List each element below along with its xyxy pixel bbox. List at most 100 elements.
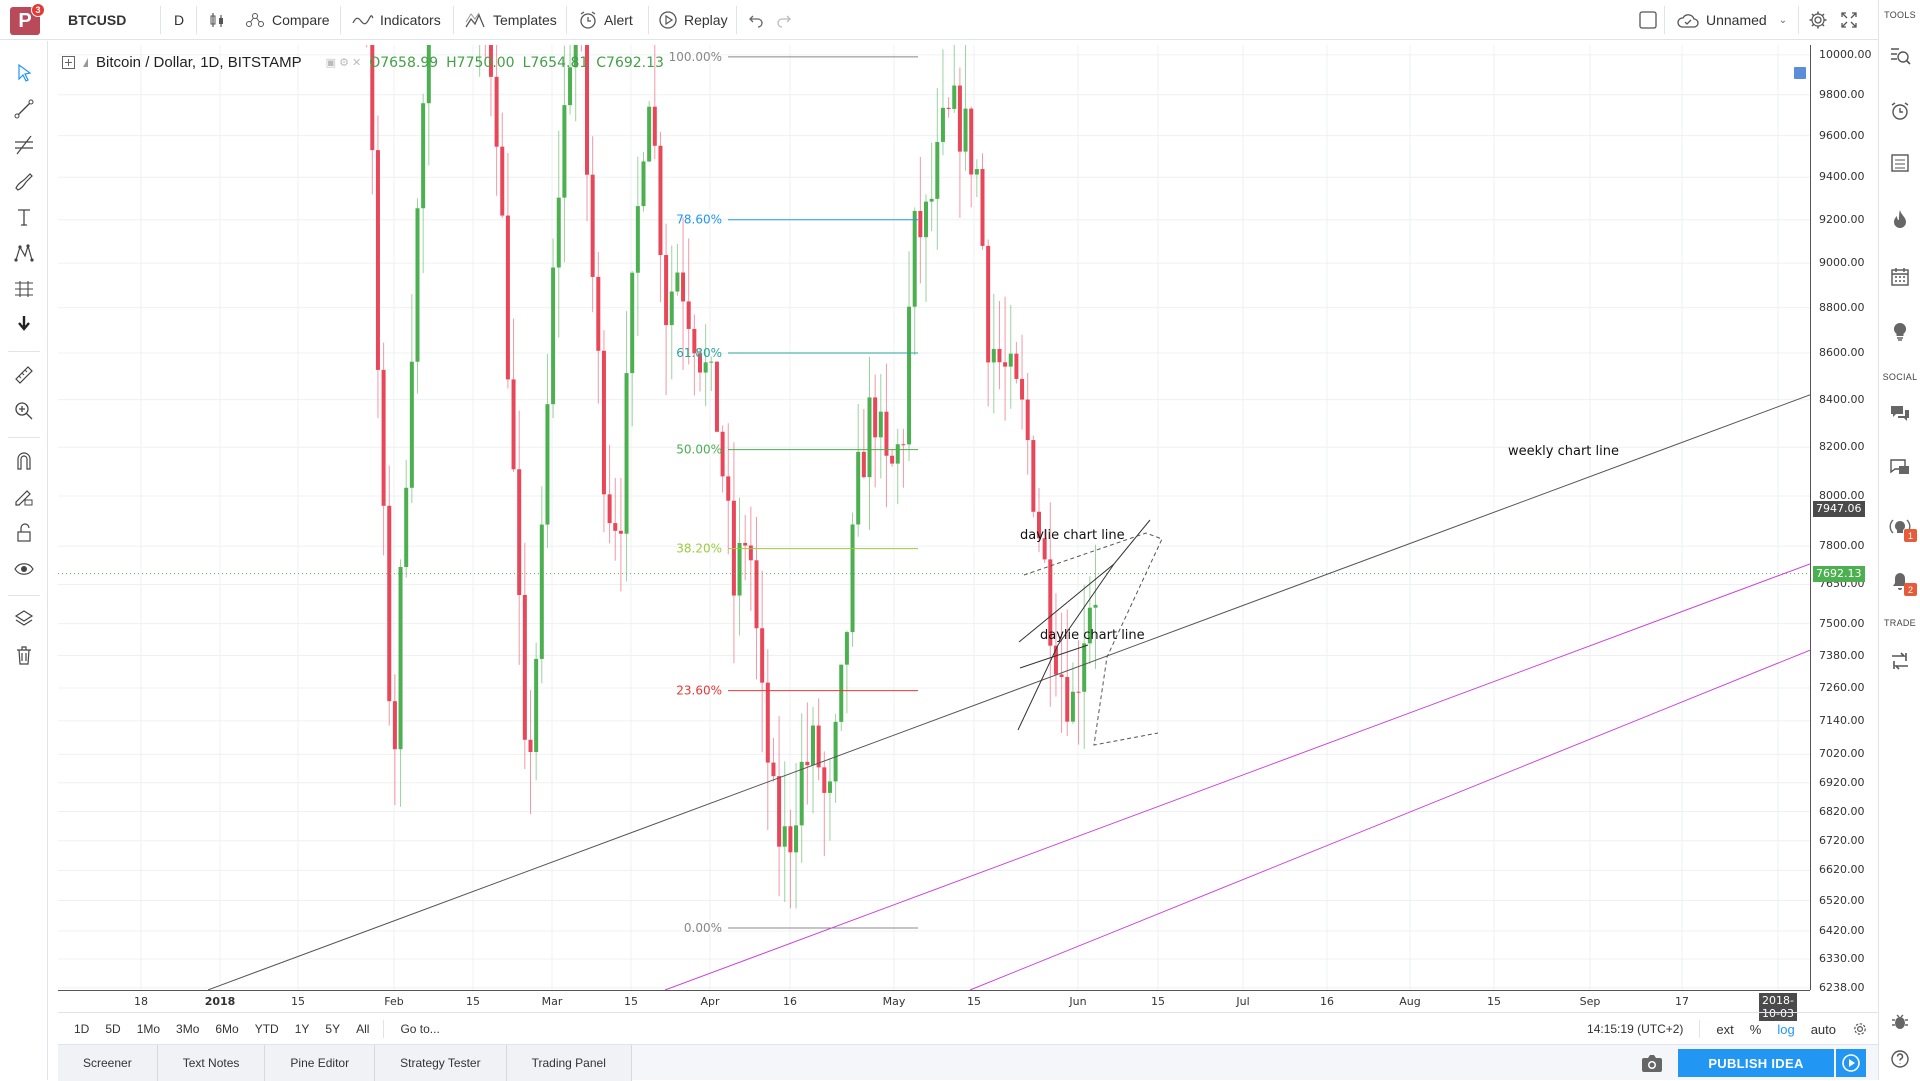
notifications-button[interactable]: 2 xyxy=(1887,568,1917,596)
candle-body xyxy=(534,658,539,752)
prediction-tool[interactable] xyxy=(10,275,38,303)
fullscreen-button[interactable] xyxy=(1840,0,1858,40)
crosshair-price-label: 7947.06 xyxy=(1813,501,1865,518)
brush-tool[interactable] xyxy=(10,167,38,195)
tab-text-notes[interactable]: Text Notes xyxy=(157,1044,266,1081)
candle-body xyxy=(890,455,895,464)
range-1y[interactable]: 1Y xyxy=(294,1021,310,1036)
settings-button[interactable] xyxy=(1808,0,1828,40)
compare-button[interactable]: Compare xyxy=(244,0,330,40)
interval-button[interactable]: D xyxy=(174,0,184,40)
publish-idea-button[interactable]: PUBLISH IDEA xyxy=(1678,1049,1834,1077)
lock-drawings-tool[interactable] xyxy=(10,519,38,547)
range-5y[interactable]: 5Y xyxy=(325,1021,341,1036)
trading-panel-button[interactable] xyxy=(1887,648,1913,674)
stay-drawing-tool[interactable] xyxy=(10,483,38,511)
private-chats-button[interactable] xyxy=(1887,454,1913,480)
clock-display[interactable]: 14:15:19 (UTC+2) xyxy=(1587,1022,1684,1036)
candle-body xyxy=(726,476,731,501)
price-chart[interactable]: 100.00% 78.60% 61.80% 50.00% 38.20% 23.60% 0.0… xyxy=(58,45,1810,990)
replay-button[interactable]: Replay xyxy=(658,0,728,40)
ideas-stream-button[interactable] xyxy=(1887,318,1913,344)
templates-button[interactable]: Templates xyxy=(465,0,557,40)
fullscreen-layout-button[interactable] xyxy=(1638,0,1658,40)
candle-body xyxy=(511,379,516,470)
remove-drawings-tool[interactable] xyxy=(10,641,38,669)
candle xyxy=(658,131,663,303)
candle-body xyxy=(799,761,804,826)
tab-strategy-tester[interactable]: Strategy Tester xyxy=(375,1044,507,1081)
indicators-button[interactable]: Indicators xyxy=(352,0,441,40)
range-5d[interactable]: 5D xyxy=(105,1021,121,1036)
legend-eye-icon[interactable]: ▣ ⚙ ✕ xyxy=(325,57,362,69)
text-tool[interactable] xyxy=(10,203,38,231)
cursor-tool[interactable] xyxy=(10,59,38,87)
hotlist-button[interactable] xyxy=(1887,206,1913,232)
tab-pine-editor[interactable]: Pine Editor xyxy=(265,1044,376,1081)
ideas-notifications-button[interactable]: 1 xyxy=(1887,514,1917,542)
candle xyxy=(596,251,601,404)
profile-logo[interactable]: P 3 xyxy=(10,3,45,35)
candle xyxy=(731,442,736,664)
candle xyxy=(748,506,753,611)
extended-hours-toggle[interactable]: ext xyxy=(1716,1021,1734,1037)
magnet-tool[interactable] xyxy=(10,447,38,475)
candle-body xyxy=(856,451,861,525)
range-ytd[interactable]: YTD xyxy=(254,1021,279,1036)
goto-button[interactable]: Go to... xyxy=(400,1021,440,1036)
time-axis[interactable]: 18 2018 15 Feb 15 Mar 15 Apr 16 May 15 Jun 15 Jul 16 Au… xyxy=(58,990,1810,1021)
save-layout-button[interactable]: Unnamed ⌄ xyxy=(1676,0,1787,40)
measure-tool[interactable] xyxy=(10,361,38,389)
price-tick-label: 8400.00 xyxy=(1819,392,1865,406)
redo-button[interactable] xyxy=(776,0,792,40)
publish-video-button[interactable] xyxy=(1836,1049,1866,1077)
candle xyxy=(479,45,481,77)
symbol-search[interactable]: BTCUSD xyxy=(68,12,127,28)
auto-scale-toggle[interactable]: auto xyxy=(1810,1021,1836,1037)
zoom-tool[interactable] xyxy=(10,397,38,425)
tab-screener[interactable]: Screener xyxy=(58,1044,158,1081)
bug-report-button[interactable] xyxy=(1887,1008,1913,1034)
candle xyxy=(398,559,403,807)
gear-icon[interactable] xyxy=(1852,1021,1868,1037)
range-all[interactable]: All xyxy=(356,1021,370,1036)
alert-button[interactable]: Alert xyxy=(578,0,633,40)
price-axis[interactable]: 10000.00 9800.00 9600.00 9400.00 9200.00 9000… xyxy=(1810,45,1878,994)
undo-button[interactable] xyxy=(748,0,764,40)
range-3mo[interactable]: 3Mo xyxy=(176,1021,200,1036)
candle xyxy=(844,630,849,714)
pitchfork-tool[interactable] xyxy=(10,131,38,159)
camera-icon[interactable] xyxy=(1640,1052,1664,1074)
percent-scale-toggle[interactable]: % xyxy=(1749,1021,1762,1037)
chart-style-button[interactable] xyxy=(208,0,226,40)
calendar-button[interactable] xyxy=(1887,264,1913,290)
candle xyxy=(624,311,629,582)
candlesticks xyxy=(366,45,1098,909)
alerts-button[interactable] xyxy=(1887,98,1913,124)
trend-line-tool[interactable] xyxy=(10,95,38,123)
more-tools-button[interactable] xyxy=(10,309,38,337)
watchlist-button[interactable] xyxy=(1887,44,1913,70)
hide-drawings-tool[interactable] xyxy=(10,555,38,583)
pattern-tool[interactable] xyxy=(10,239,38,267)
log-scale-toggle[interactable]: log xyxy=(1777,1021,1795,1037)
chats-button[interactable] xyxy=(1887,400,1913,426)
plus-square-icon[interactable] xyxy=(62,56,75,69)
candle-body xyxy=(624,373,629,534)
divider xyxy=(8,595,40,596)
range-1d[interactable]: 1D xyxy=(74,1021,90,1036)
time-tick-label: 17 xyxy=(1675,995,1689,1008)
range-1mo[interactable]: 1Mo xyxy=(136,1021,161,1036)
time-tick-label: 15 xyxy=(291,995,305,1008)
candle xyxy=(980,153,985,250)
pencil-lock-icon xyxy=(15,490,33,506)
unlock-icon xyxy=(17,523,31,542)
help-button[interactable] xyxy=(1887,1046,1913,1072)
range-6mo[interactable]: 6Mo xyxy=(215,1021,239,1036)
tab-trading-panel[interactable]: Trading Panel xyxy=(506,1044,632,1081)
object-tree-tool[interactable] xyxy=(10,605,38,633)
legend-open: O7658.99 xyxy=(369,54,439,71)
candle xyxy=(601,330,606,533)
candle-body xyxy=(596,276,601,351)
data-window-button[interactable] xyxy=(1887,150,1913,176)
